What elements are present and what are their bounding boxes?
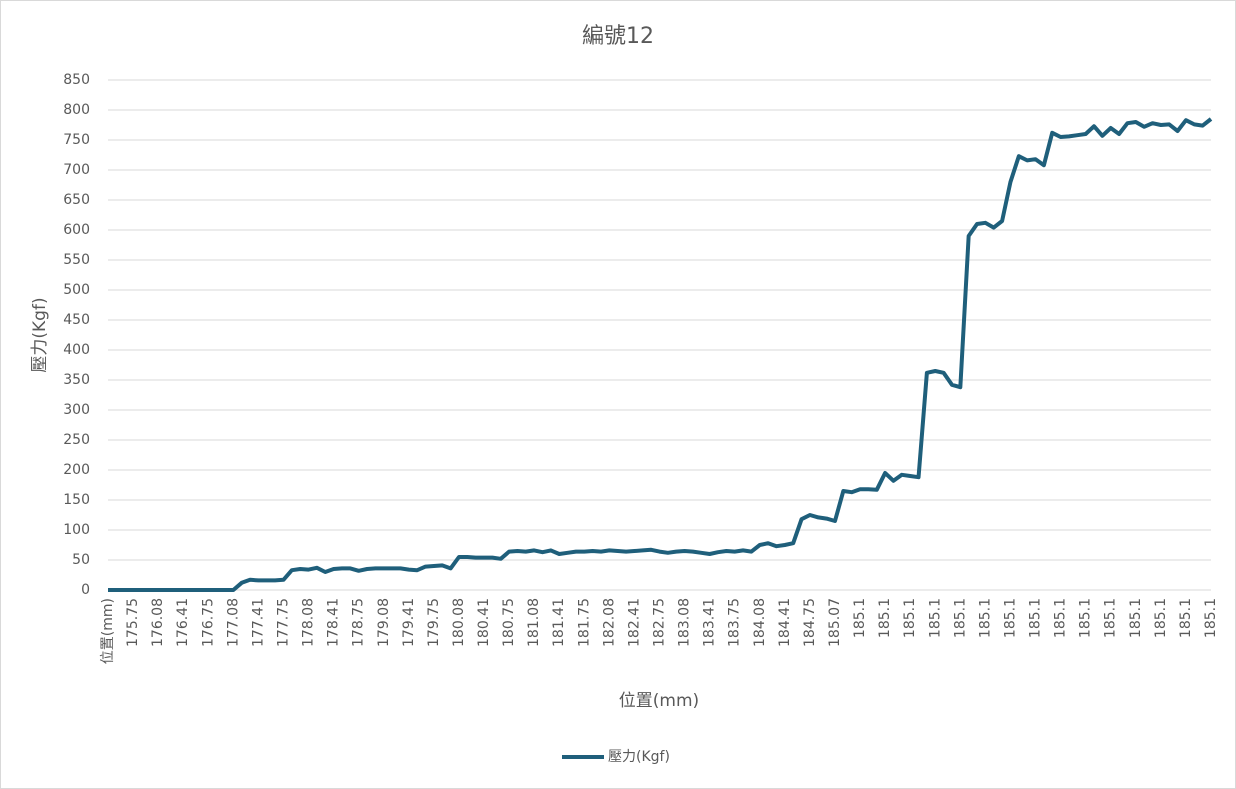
x-tick-label: 180.75 bbox=[501, 598, 517, 647]
x-tick-label: 178.08 bbox=[301, 598, 317, 647]
x-tick-label: 位置(mm) bbox=[100, 598, 116, 664]
y-tick-label: 650 bbox=[63, 192, 90, 208]
x-tick-label: 180.41 bbox=[476, 598, 492, 647]
x-tick-label: 182.08 bbox=[601, 598, 617, 647]
y-tick-label: 550 bbox=[63, 252, 90, 268]
x-tick-label: 178.75 bbox=[351, 598, 367, 647]
x-tick-label: 185.1 bbox=[952, 598, 968, 638]
x-tick-label: 179.75 bbox=[426, 598, 442, 647]
x-tick-label: 177.08 bbox=[225, 598, 241, 647]
x-tick-label: 185.1 bbox=[877, 598, 893, 638]
data-line bbox=[108, 117, 1213, 592]
chart-title: 編號12 bbox=[582, 24, 654, 49]
y-tick-label: 500 bbox=[63, 282, 90, 298]
x-tick-label: 185.1 bbox=[1203, 598, 1219, 638]
y-tick-label: 150 bbox=[63, 492, 90, 508]
x-tick-label: 181.75 bbox=[576, 598, 592, 647]
y-tick-label: 750 bbox=[63, 132, 90, 148]
x-tick-label: 182.41 bbox=[626, 598, 642, 647]
y-tick-label: 0 bbox=[81, 582, 90, 598]
y-tick-label: 400 bbox=[63, 342, 90, 358]
x-tick-label: 185.1 bbox=[1103, 598, 1119, 638]
x-tick-label: 179.41 bbox=[401, 598, 417, 647]
y-tick-label: 700 bbox=[63, 162, 90, 178]
y-axis-title: 壓力(Kgf) bbox=[30, 297, 50, 372]
x-tick-label: 181.08 bbox=[526, 598, 542, 647]
x-tick-label: 177.75 bbox=[275, 598, 291, 647]
x-tick-label: 178.41 bbox=[326, 598, 342, 647]
x-tick-label: 185.07 bbox=[827, 598, 843, 647]
x-tick-label: 185.1 bbox=[927, 598, 943, 638]
x-tick-label: 185.1 bbox=[1053, 598, 1069, 638]
y-tick-label: 200 bbox=[63, 462, 90, 478]
x-tick-label: 184.41 bbox=[777, 598, 793, 647]
x-tick-label: 185.1 bbox=[1002, 598, 1018, 638]
x-tick-label: 176.08 bbox=[150, 598, 166, 647]
y-tick-label: 300 bbox=[63, 402, 90, 418]
y-tick-label: 600 bbox=[63, 222, 90, 238]
x-tick-label: 183.41 bbox=[702, 598, 718, 647]
y-tick-label: 50 bbox=[72, 552, 90, 568]
x-axis-title: 位置(mm) bbox=[619, 691, 699, 711]
y-tick-label: 350 bbox=[63, 372, 90, 388]
x-tick-label: 177.41 bbox=[250, 598, 266, 647]
x-tick-label: 176.41 bbox=[175, 598, 191, 647]
x-tick-label: 185.1 bbox=[1153, 598, 1169, 638]
y-tick-label: 100 bbox=[63, 522, 90, 538]
x-tick-label: 175.75 bbox=[125, 598, 141, 647]
x-tick-label: 185.1 bbox=[1178, 598, 1194, 638]
x-tick-label: 184.75 bbox=[802, 598, 818, 647]
x-tick-label: 185.1 bbox=[1078, 598, 1094, 638]
legend-label: 壓力(Kgf) bbox=[608, 749, 670, 765]
x-tick-label: 181.41 bbox=[551, 598, 567, 647]
x-tick-label: 185.1 bbox=[1128, 598, 1144, 638]
x-tick-label: 184.08 bbox=[752, 598, 768, 647]
x-tick-label: 185.1 bbox=[977, 598, 993, 638]
x-tick-label: 185.1 bbox=[852, 598, 868, 638]
x-tick-label: 180.08 bbox=[451, 598, 467, 647]
x-tick-label: 183.75 bbox=[727, 598, 743, 647]
x-tick-label: 185.1 bbox=[902, 598, 918, 638]
x-tick-label: 179.08 bbox=[376, 598, 392, 647]
x-tick-label: 182.75 bbox=[652, 598, 668, 647]
x-tick-label: 185.1 bbox=[1028, 598, 1044, 638]
y-tick-label: 250 bbox=[63, 432, 90, 448]
x-tick-label: 176.75 bbox=[200, 598, 216, 647]
y-tick-label: 800 bbox=[63, 102, 90, 118]
x-tick-label: 183.08 bbox=[677, 598, 693, 647]
y-tick-label: 450 bbox=[63, 312, 90, 328]
y-tick-label: 850 bbox=[63, 72, 90, 88]
